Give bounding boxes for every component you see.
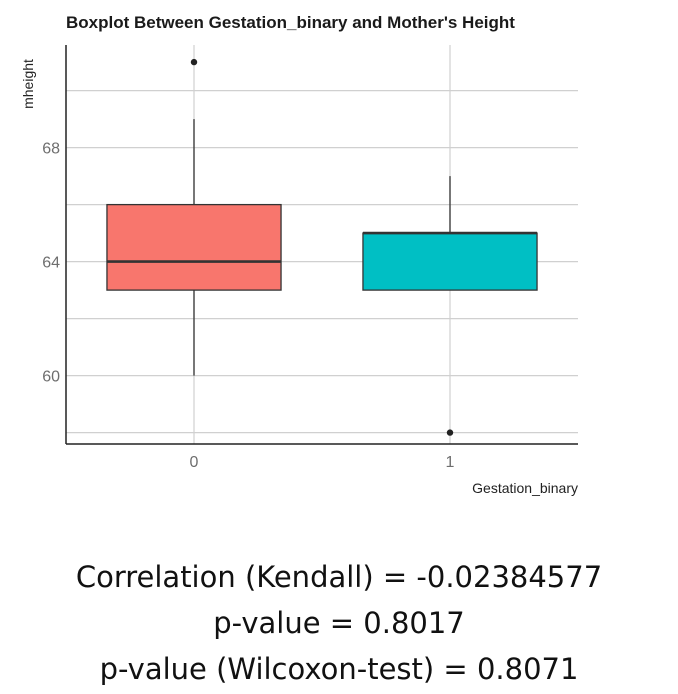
box-0 — [106, 58, 282, 376]
x-tick-label: 0 — [190, 454, 199, 471]
x-axis-label: Gestation_binary — [472, 480, 578, 496]
y-tick-label: 64 — [42, 255, 60, 272]
y-tick-label: 68 — [42, 141, 60, 158]
y-axis-label: mheight — [20, 59, 36, 109]
boxplot-chart: 60 64 68 0 1 mheight Gestation_binary — [20, 45, 578, 496]
outlier-point — [446, 429, 454, 436]
x-tick-label: 1 — [446, 454, 455, 471]
y-tick-label: 60 — [42, 369, 60, 386]
axes: 60 64 68 0 1 — [42, 45, 578, 471]
box-iqr — [106, 203, 282, 291]
outlier-point — [190, 58, 198, 66]
box-iqr — [362, 232, 538, 291]
chart-title: Boxplot Between Gestation_binary and Mot… — [66, 13, 515, 32]
correlation-text: Correlation (Kendall) = -0.02384577 — [75, 560, 603, 594]
box-1 — [362, 176, 538, 436]
p-value-text: p-value = 0.8017 — [213, 606, 465, 640]
boxes — [106, 58, 538, 436]
wilcoxon-p-value-text: p-value (Wilcoxon-test) = 0.8071 — [99, 652, 579, 686]
